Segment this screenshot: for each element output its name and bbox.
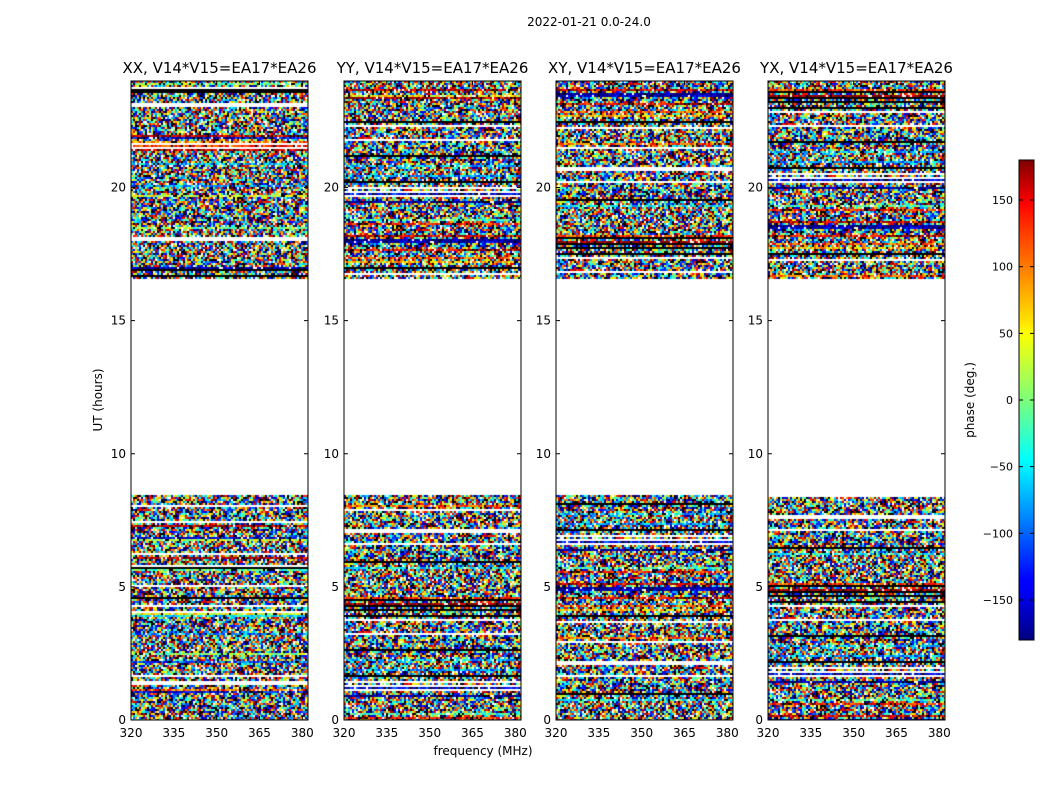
colorbar-tick-label: −100	[983, 527, 1013, 540]
x-tick-label: 335	[587, 726, 610, 740]
x-tick-label: 365	[248, 726, 271, 740]
x-tick-label: 320	[545, 726, 568, 740]
x-axis-label: frequency (MHz)	[433, 744, 532, 758]
colorbar-tick-label: 50	[999, 327, 1013, 340]
panel-2: YY, V14*V15=EA17*EA26 320 335 350 365 380 0 5 10…	[324, 59, 529, 740]
colorbar-tick-label: −150	[983, 594, 1013, 607]
y-tick-label: 5	[755, 580, 763, 594]
y-tick-label: 15	[324, 314, 339, 328]
y-tick-label: 10	[748, 447, 763, 461]
phase-heatmap	[131, 81, 308, 720]
y-tick-label: 10	[111, 447, 126, 461]
x-tick-label: 380	[291, 726, 314, 740]
y-tick-label: 5	[118, 580, 126, 594]
y-axis-label: UT (hours)	[91, 368, 105, 431]
x-tick-label: 365	[673, 726, 696, 740]
panel-title: YY, V14*V15=EA17*EA26	[336, 59, 529, 77]
x-tick-label: 320	[333, 726, 356, 740]
y-tick-label: 20	[111, 181, 126, 195]
x-tick-label: 335	[375, 726, 398, 740]
y-tick-label: 0	[331, 713, 339, 727]
panel-title: YX, V14*V15=EA17*EA26	[759, 59, 953, 77]
y-tick-label: 15	[748, 314, 763, 328]
phase-heatmap	[768, 81, 945, 720]
panel-1: XX, V14*V15=EA17*EA26 320 335 350 365 380 0 5 10…	[111, 59, 317, 740]
colorbar-tick-label: 150	[992, 194, 1013, 207]
y-tick-label: 20	[748, 181, 763, 195]
x-tick-label: 380	[504, 726, 527, 740]
x-tick-label: 335	[799, 726, 822, 740]
x-tick-label: 320	[757, 726, 780, 740]
x-tick-label: 380	[716, 726, 739, 740]
x-tick-label: 365	[461, 726, 484, 740]
colorbar-tick-label: 100	[992, 261, 1013, 274]
x-tick-label: 320	[120, 726, 143, 740]
panel-4: YX, V14*V15=EA17*EA26 320 335 350 365 380 0 5 10…	[748, 59, 953, 740]
colorbar: 150 100 50 0 −50 −100 −150 phase (deg.)	[963, 159, 1035, 641]
colorbar-tick-label: 0	[1006, 394, 1013, 407]
phase-heatmap	[344, 81, 521, 720]
axes-frame	[343, 80, 522, 721]
y-tick-label: 15	[111, 314, 126, 328]
y-tick-label: 15	[536, 314, 551, 328]
colorbar-tick-label: −50	[990, 461, 1013, 474]
panel-title: XX, V14*V15=EA17*EA26	[122, 59, 316, 77]
phase-heatmap	[556, 81, 733, 720]
axes-frame	[767, 80, 946, 721]
x-tick-label: 350	[842, 726, 865, 740]
x-tick-label: 350	[205, 726, 228, 740]
y-tick-label: 20	[324, 181, 339, 195]
y-tick-label: 5	[543, 580, 551, 594]
x-tick-label: 380	[928, 726, 951, 740]
x-tick-label: 350	[630, 726, 653, 740]
axes-frame	[130, 80, 309, 721]
panel-3: XY, V14*V15=EA17*EA26 320 335 350 365 380 0 5 10…	[536, 59, 741, 740]
y-tick-label: 0	[118, 713, 126, 727]
y-tick-label: 20	[536, 181, 551, 195]
x-tick-label: 350	[418, 726, 441, 740]
y-tick-label: 5	[331, 580, 339, 594]
x-tick-label: 365	[885, 726, 908, 740]
figure-suptitle: 2022-01-21 0.0-24.0	[527, 15, 651, 29]
axes-frame	[555, 80, 734, 721]
panel-title: XY, V14*V15=EA17*EA26	[548, 59, 741, 77]
x-tick-label: 335	[162, 726, 185, 740]
y-tick-label: 0	[755, 713, 763, 727]
y-tick-label: 0	[543, 713, 551, 727]
y-tick-label: 10	[324, 447, 339, 461]
y-tick-label: 10	[536, 447, 551, 461]
colorbar-label: phase (deg.)	[963, 362, 977, 438]
